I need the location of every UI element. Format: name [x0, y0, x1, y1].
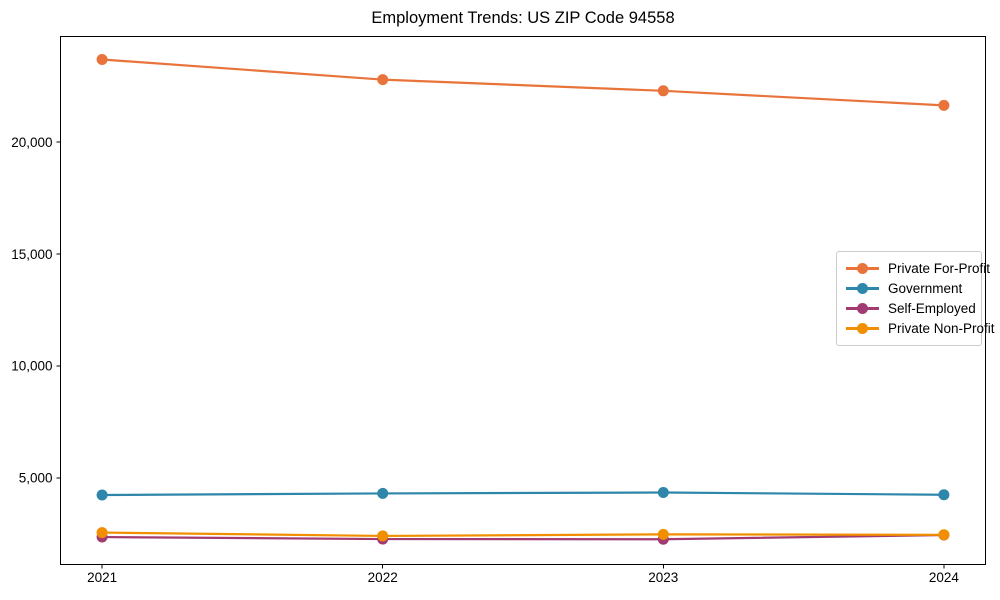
data-point [96, 489, 108, 501]
series-line [100, 491, 946, 497]
data-point [938, 529, 950, 541]
x-axis-tick-label: 2021 [87, 570, 117, 585]
legend-label: Government [888, 281, 963, 296]
legend-item: Private For-Profit [846, 261, 990, 276]
series-line [100, 533, 946, 541]
legend-line-marker-icon [846, 323, 879, 335]
x-axis-tick-label: 2023 [648, 570, 678, 585]
legend-item: Self-Employed [846, 301, 976, 316]
data-point [377, 487, 389, 499]
x-axis-tick-label: 2024 [929, 570, 960, 585]
chart-title: Employment Trends: US ZIP Code 94558 [371, 9, 675, 27]
data-point [657, 85, 669, 97]
legend-label: Self-Employed [888, 301, 976, 316]
data-point [938, 489, 950, 501]
data-point [96, 527, 108, 539]
data-point [96, 53, 108, 65]
series-line [100, 58, 946, 107]
legend-line-marker-icon [846, 303, 879, 315]
legend-item: Government [846, 281, 975, 296]
legend: Private For-Profit Government Self-Employe… [836, 251, 995, 346]
data-point [657, 487, 669, 499]
y-axis-tick-label: 20,000 [11, 135, 52, 150]
data-point [377, 74, 389, 86]
legend-item: Private Non-Profit [846, 321, 995, 336]
y-axis-tick-label: 10,000 [11, 359, 52, 374]
data-point [657, 528, 669, 540]
plot-frame [60, 36, 986, 565]
legend-line-marker-icon [846, 283, 879, 295]
y-axis-tick-label: 5,000 [19, 470, 53, 485]
y-axis-tick-label: 15,000 [11, 247, 52, 262]
legend-line-marker-icon [846, 263, 879, 275]
data-point [938, 99, 950, 111]
legend-label: Private Non-Profit [888, 321, 995, 336]
legend-label: Private For-Profit [888, 261, 991, 276]
series-line [100, 531, 946, 538]
data-point [377, 530, 389, 542]
x-axis-tick-label: 2022 [368, 570, 398, 585]
